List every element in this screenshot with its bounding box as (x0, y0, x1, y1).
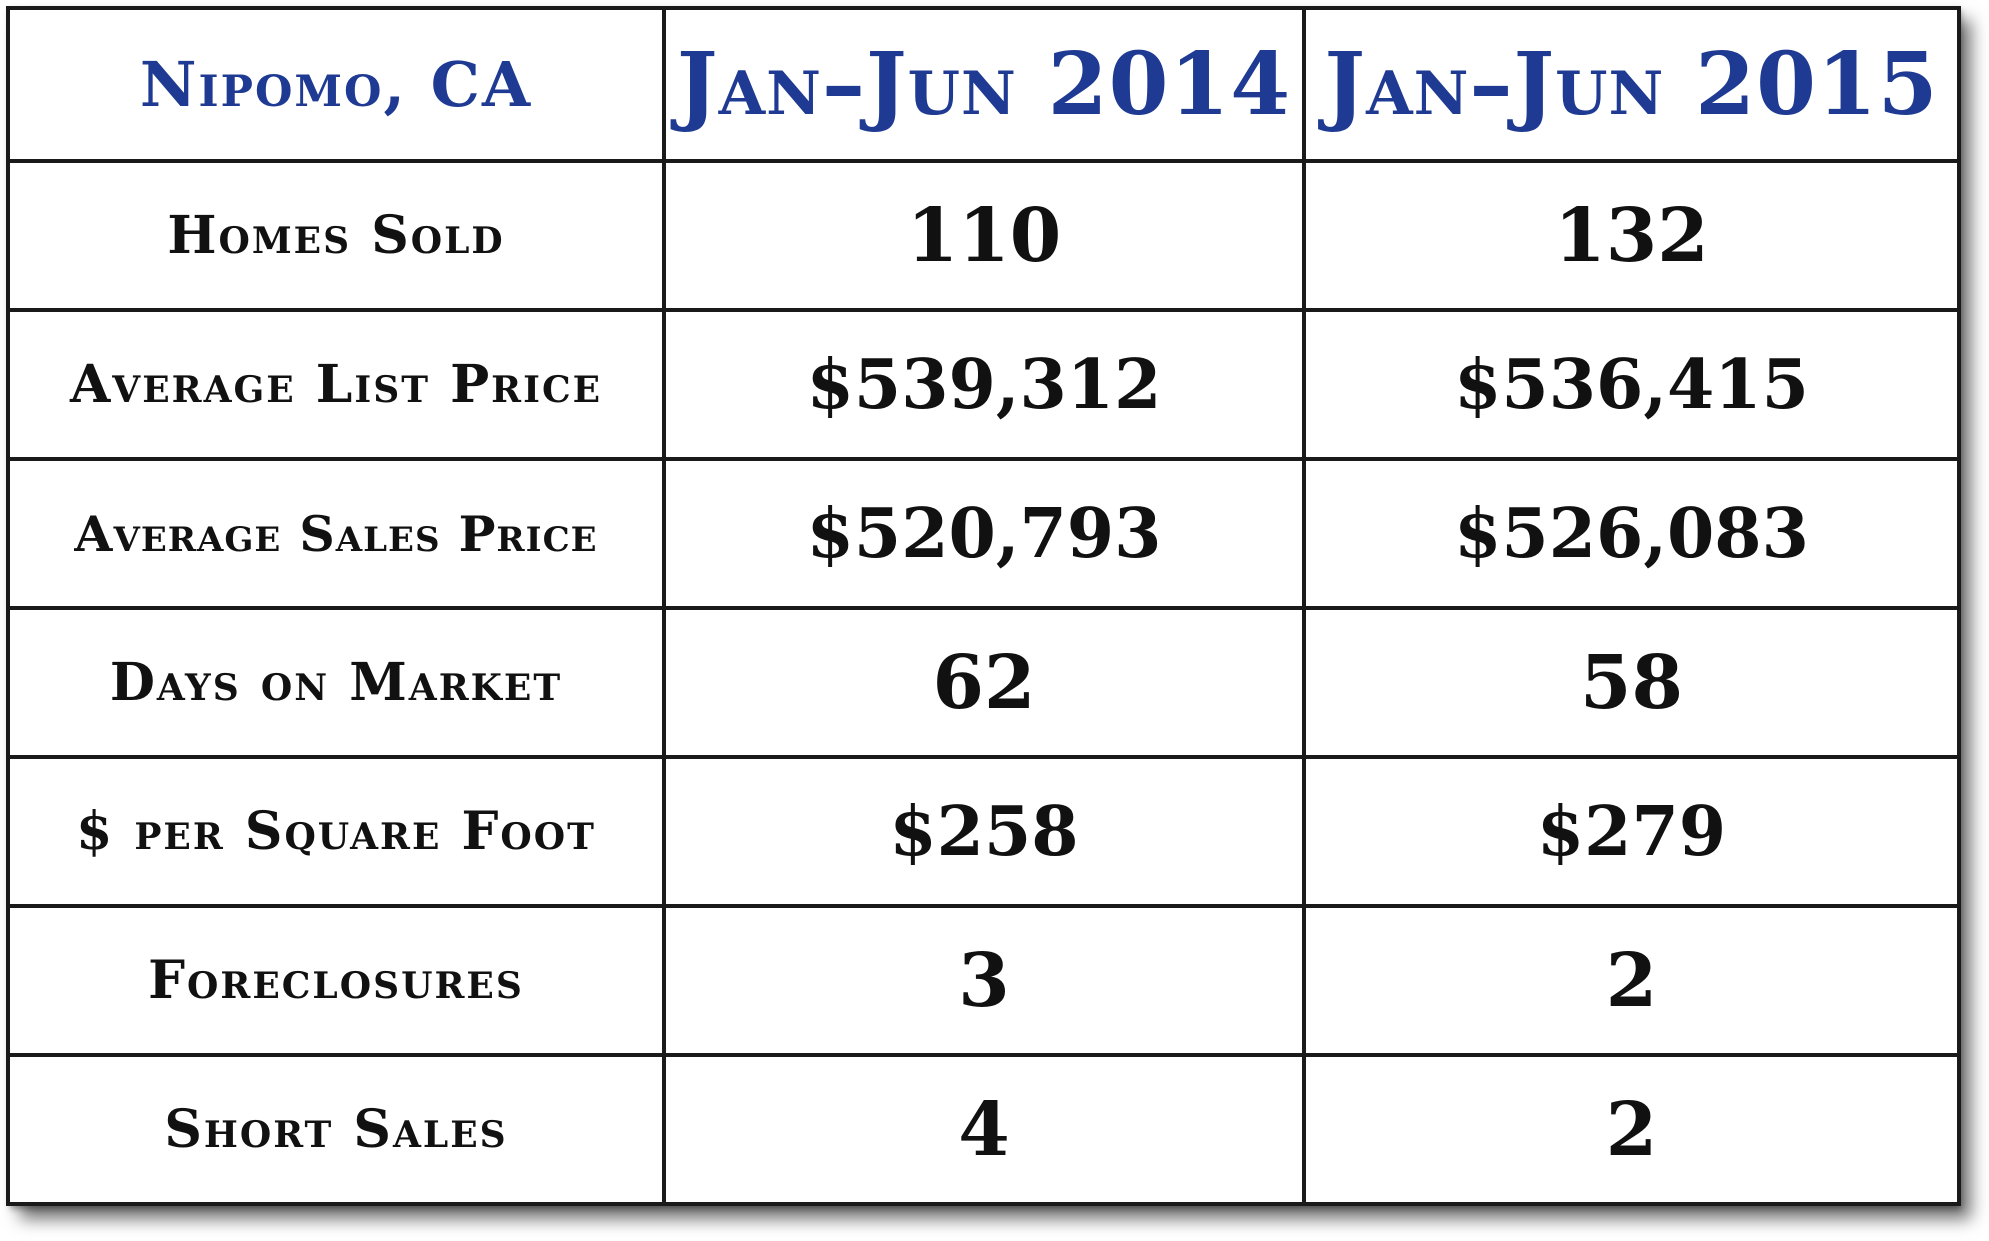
value-cell-2015: 132 (1302, 159, 1961, 312)
row-label: Average List Price (69, 354, 603, 415)
value-2014: 4 (958, 1086, 1010, 1173)
table-row-homes-sold: Homes Sold 110 132 (6, 159, 1961, 312)
header-cell-2014: Jan–Jun 2014 (662, 6, 1306, 163)
value-2014: $539,312 (806, 344, 1162, 425)
header-row: Nipomo, CA Jan–Jun 2014 Jan–Jun 2015 (6, 6, 1961, 163)
row-label-cell: Average Sales Price (6, 457, 666, 610)
table-row-foreclosures: Foreclosures 3 2 (6, 904, 1961, 1057)
value-2015: 58 (1580, 639, 1683, 726)
row-label: Short Sales (164, 1099, 508, 1160)
table-row-days-on-market: Days on Market 62 58 (6, 606, 1961, 759)
value-2015: 2 (1605, 1086, 1658, 1173)
header-cell-2015: Jan–Jun 2015 (1302, 6, 1961, 163)
header-cell-location: Nipomo, CA (6, 6, 666, 163)
table-row-price-per-square-foot: $ per Square Foot $258 $279 (6, 755, 1961, 908)
value-cell-2014: 110 (662, 159, 1306, 312)
value-2014: 62 (932, 639, 1036, 726)
row-label-cell: Foreclosures (6, 904, 666, 1057)
row-label-cell: Short Sales (6, 1053, 666, 1206)
value-cell-2015: 2 (1302, 904, 1961, 1057)
value-2015: 2 (1605, 937, 1658, 1024)
value-2014: $520,793 (806, 493, 1162, 574)
location-title: Nipomo, CA (139, 48, 533, 121)
row-label-cell: Homes Sold (6, 159, 666, 312)
value-cell-2014: $520,793 (662, 457, 1306, 610)
value-cell-2015: 58 (1302, 606, 1961, 759)
stats-table-frame: Nipomo, CA Jan–Jun 2014 Jan–Jun 2015 Hom… (6, 6, 1961, 1206)
value-2015: 132 (1554, 192, 1709, 279)
value-2015: $536,415 (1454, 344, 1809, 425)
row-label-cell: $ per Square Foot (6, 755, 666, 908)
market-stats-table: Nipomo, CA Jan–Jun 2014 Jan–Jun 2015 Hom… (6, 6, 1961, 1206)
table-row-average-sales-price: Average Sales Price $520,793 $526,083 (6, 457, 1961, 610)
value-cell-2015: $536,415 (1302, 308, 1961, 461)
row-label: Foreclosures (148, 950, 524, 1011)
row-label: $ per Square Foot (76, 801, 596, 862)
row-label: Average Sales Price (74, 504, 598, 563)
value-cell-2014: $539,312 (662, 308, 1306, 461)
value-cell-2014: 3 (662, 904, 1306, 1057)
value-cell-2015: $279 (1302, 755, 1961, 908)
table-row-short-sales: Short Sales 4 2 (6, 1053, 1961, 1206)
value-cell-2015: 2 (1302, 1053, 1961, 1206)
value-2014: 110 (906, 192, 1062, 279)
column-header-2015: Jan–Jun 2015 (1324, 34, 1939, 135)
table-row-average-list-price: Average List Price $539,312 $536,415 (6, 308, 1961, 461)
value-cell-2014: 62 (662, 606, 1306, 759)
value-2014: $258 (889, 791, 1079, 872)
value-cell-2014: 4 (662, 1053, 1306, 1206)
column-header-2014: Jan–Jun 2014 (676, 34, 1292, 135)
row-label-cell: Average List Price (6, 308, 666, 461)
value-2015: $526,083 (1454, 493, 1809, 574)
row-label: Days on Market (109, 652, 563, 713)
row-label-cell: Days on Market (6, 606, 666, 759)
value-cell-2015: $526,083 (1302, 457, 1961, 610)
row-label: Homes Sold (167, 205, 505, 266)
value-2014: 3 (958, 937, 1010, 1024)
value-cell-2014: $258 (662, 755, 1306, 908)
value-2015: $279 (1536, 791, 1727, 872)
